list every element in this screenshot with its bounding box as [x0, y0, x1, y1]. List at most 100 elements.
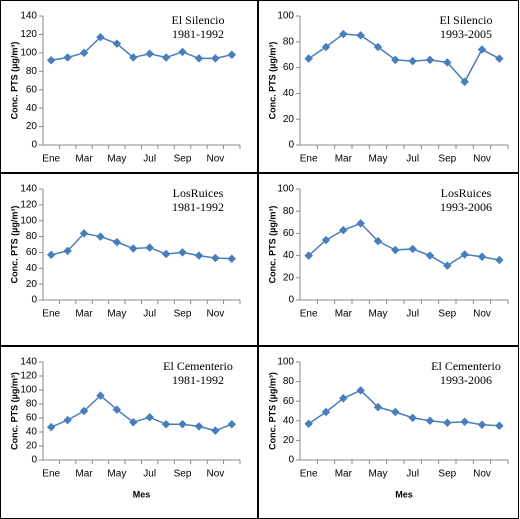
data-point [460, 250, 469, 259]
x-tick-label: Mar [335, 309, 353, 320]
data-point [112, 39, 122, 48]
data-point [145, 413, 154, 422]
x-tick-label: Sep [438, 154, 456, 165]
y-tick-label: 80 [283, 206, 295, 217]
x-tick-label: Nov [473, 309, 491, 320]
y-axis-label: Conc. PTS (µg/m³) [267, 206, 277, 284]
chart-subtitle: 1993-2006 [440, 373, 492, 387]
y-tick-label: 60 [26, 413, 38, 424]
x-tick-label: Sep [174, 154, 192, 165]
data-point [161, 249, 171, 259]
data-point [391, 407, 400, 417]
y-tick-label: 120 [20, 199, 37, 210]
x-tick-label: May [369, 309, 388, 320]
x-tick-label: May [107, 154, 126, 165]
data-point [304, 251, 313, 260]
x-tick-label: Ene [300, 309, 318, 320]
data-point [356, 31, 365, 40]
data-point [425, 55, 435, 65]
data-point [112, 237, 122, 247]
y-axis-label: Conc. PTS (µg/m³) [9, 42, 19, 120]
chart-subtitle: 1981-1992 [172, 373, 224, 387]
data-point [129, 244, 138, 253]
y-tick-label: 60 [26, 84, 38, 95]
y-tick-label: 0 [31, 295, 37, 306]
chart-title: El Cementerio [163, 359, 233, 373]
x-tick-label: Jul [406, 469, 419, 480]
x-tick-label: Nov [473, 469, 491, 480]
y-tick-label: 100 [20, 47, 37, 58]
chart-title: LosRuices [441, 186, 492, 200]
x-tick-label: Sep [438, 309, 456, 320]
data-point [211, 426, 220, 435]
x-tick-label: Mar [75, 154, 93, 165]
data-point [145, 49, 154, 59]
panel-border [258, 0, 519, 173]
y-tick-label: 60 [26, 247, 38, 258]
chart-title: El Silencio [172, 13, 225, 27]
x-tick-label: Jul [143, 154, 156, 165]
data-point [145, 243, 154, 252]
data-point [408, 413, 417, 423]
data-point [46, 422, 56, 432]
data-point [194, 54, 204, 63]
y-axis-label: Conc. PTS (µg/m³) [9, 372, 19, 450]
y-tick-label: 20 [26, 121, 38, 132]
y-tick-label: 80 [283, 376, 295, 387]
data-line [50, 394, 233, 432]
y-tick-label: 20 [283, 435, 295, 446]
data-point [495, 54, 504, 63]
x-tick-label: Jul [143, 309, 156, 320]
chart-title: LosRuices [173, 186, 224, 200]
data-point [356, 386, 365, 395]
x-axis-label: Mes [395, 489, 413, 499]
data-point [443, 418, 452, 428]
y-tick-label: 120 [20, 29, 37, 40]
data-point [96, 232, 105, 241]
data-point [425, 251, 435, 260]
data-point [321, 42, 331, 52]
y-tick-label: 20 [26, 279, 38, 290]
data-point [79, 229, 89, 238]
y-tick-label: 120 [20, 371, 37, 382]
data-point [425, 416, 435, 426]
data-point [495, 421, 504, 430]
data-point [339, 225, 348, 235]
data-point [63, 415, 72, 425]
y-tick-label: 40 [283, 88, 295, 99]
panel-border [0, 0, 258, 173]
data-point [112, 405, 122, 414]
data-point [408, 244, 417, 254]
x-tick-label: Nov [473, 154, 491, 165]
y-tick-label: 60 [283, 396, 295, 407]
data-point [227, 50, 237, 59]
data-point [96, 32, 105, 42]
x-tick-label: Sep [174, 309, 192, 320]
x-tick-label: Ene [42, 469, 60, 480]
x-tick-label: May [369, 469, 388, 480]
x-tick-label: Ene [42, 309, 60, 320]
y-tick-label: 60 [283, 62, 295, 73]
data-point [495, 255, 504, 265]
y-tick-label: 80 [26, 231, 38, 242]
data-point [460, 77, 469, 87]
data-point [194, 422, 204, 431]
x-tick-label: Sep [438, 469, 456, 480]
y-tick-label: 100 [277, 184, 294, 195]
x-tick-label: Jul [406, 309, 419, 320]
data-point [79, 406, 89, 416]
data-point [339, 394, 348, 403]
y-axis-label: Conc. PTS (µg/m³) [9, 206, 19, 284]
data-point [46, 250, 56, 260]
data-point [161, 53, 171, 62]
data-point [443, 261, 452, 270]
y-tick-label: 100 [20, 215, 37, 226]
x-tick-label: Nov [206, 309, 224, 320]
data-point [373, 236, 383, 246]
data-point [161, 420, 171, 429]
y-tick-label: 40 [283, 415, 295, 426]
data-point [178, 248, 187, 257]
x-tick-label: May [369, 154, 388, 165]
data-line [308, 222, 500, 267]
